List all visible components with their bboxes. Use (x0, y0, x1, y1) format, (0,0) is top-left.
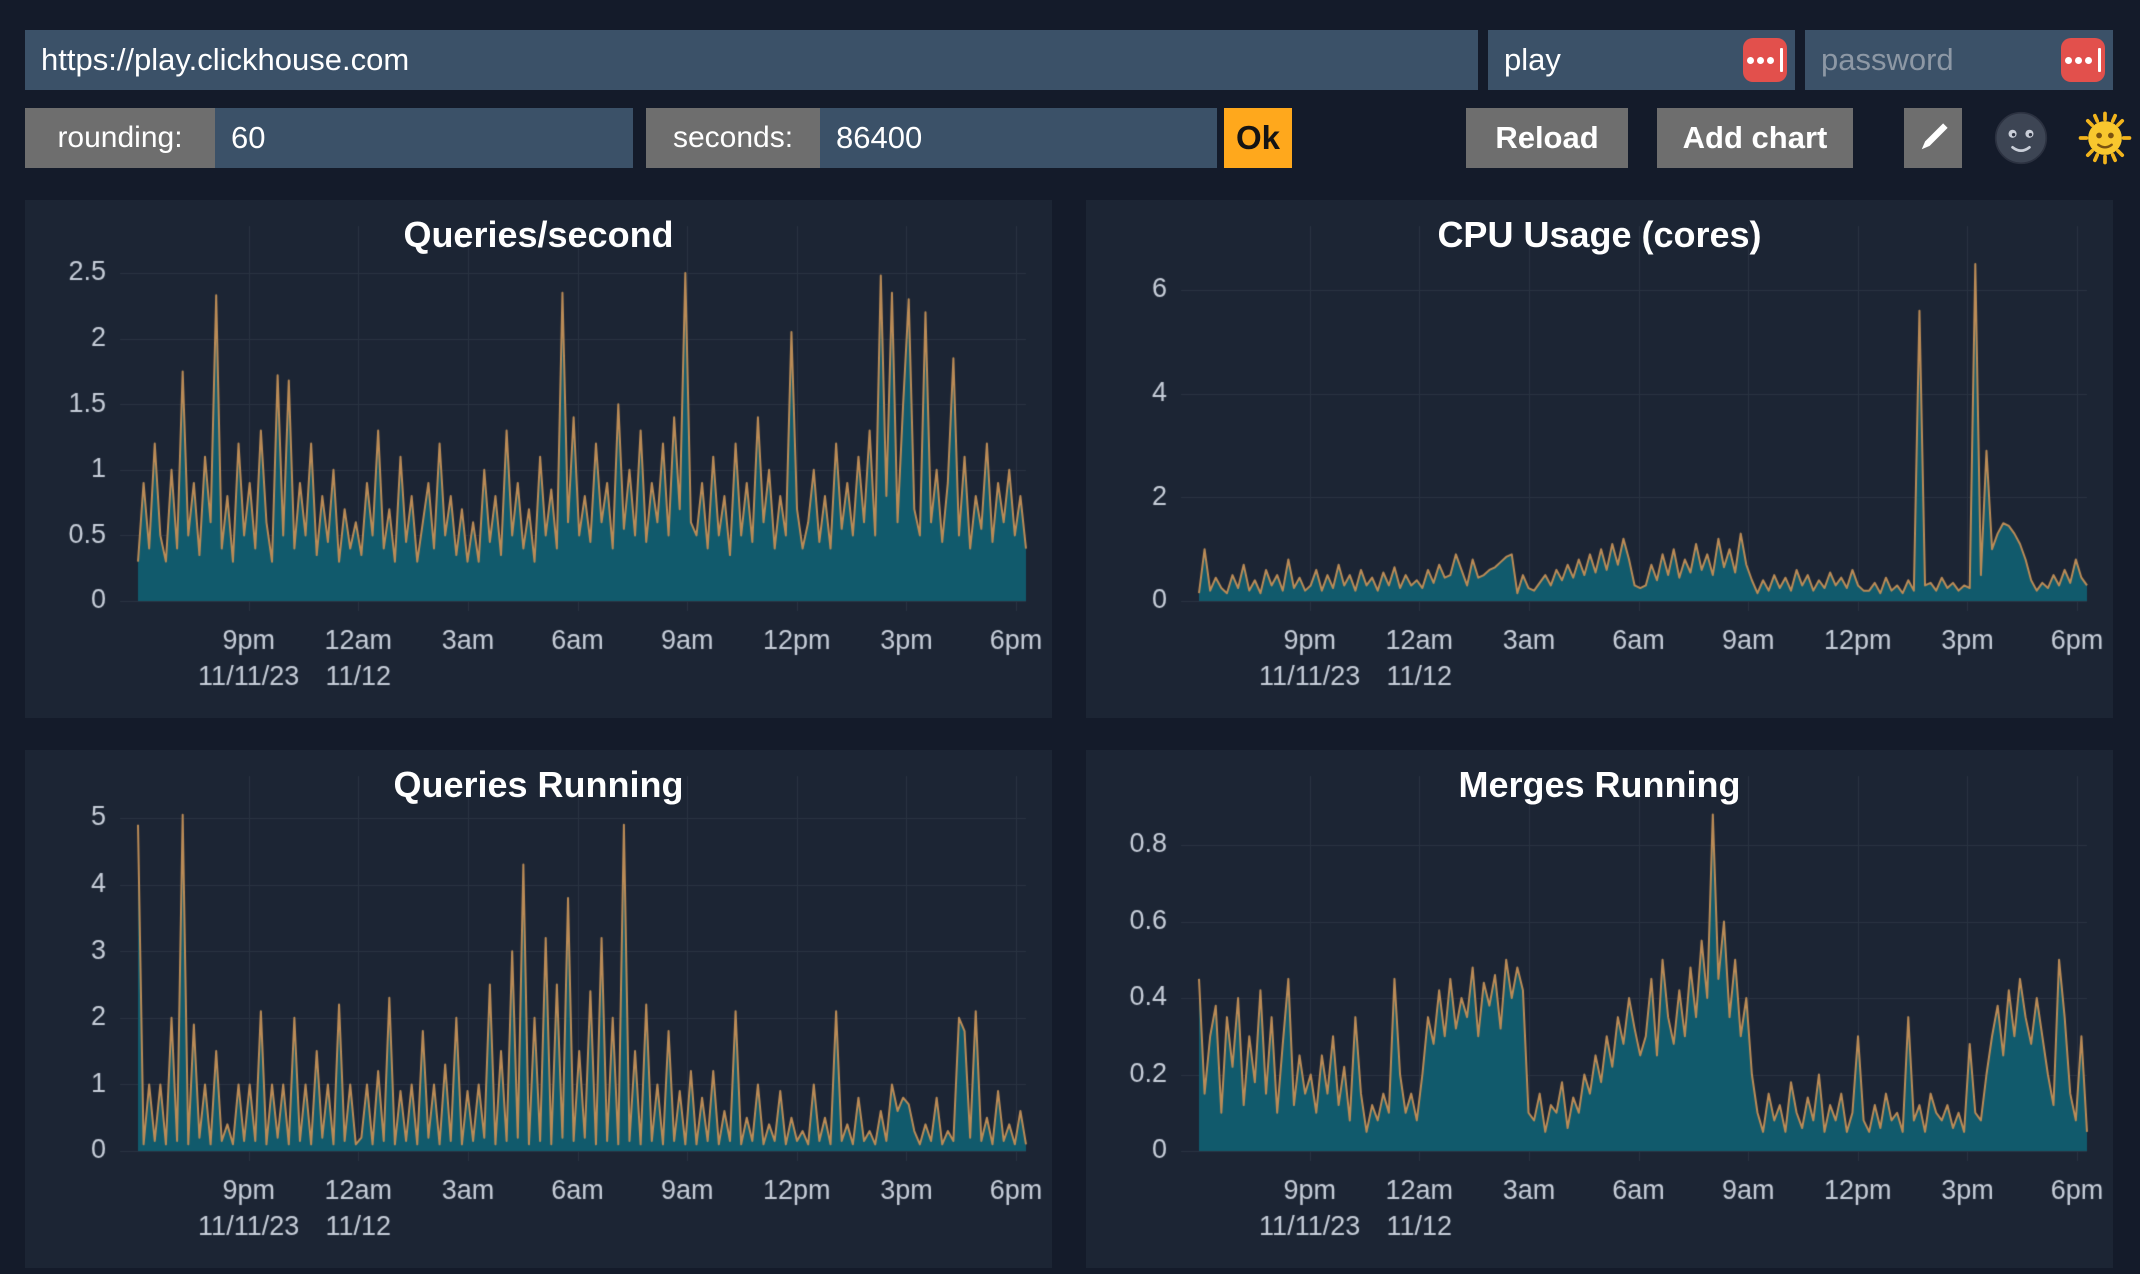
rounding-input[interactable] (215, 108, 633, 168)
edit-button[interactable] (1904, 108, 1962, 168)
chart-panel-queries-per-second: Queries/second (25, 200, 1052, 718)
chart-canvas-queries-per-second[interactable] (25, 200, 1052, 718)
sun-face-icon (2078, 111, 2132, 165)
seconds-label: seconds: (646, 108, 820, 168)
chart-canvas-queries-running[interactable] (25, 750, 1052, 1268)
pencil-icon (1915, 120, 1951, 156)
charts-grid: Queries/second CPU Usage (cores) Queries… (25, 200, 2113, 1268)
seconds-input[interactable] (820, 108, 1217, 168)
chart-panel-cpu-usage: CPU Usage (cores) (1086, 200, 2113, 718)
url-input[interactable] (25, 30, 1478, 90)
rounding-label: rounding: (25, 108, 215, 168)
ok-button[interactable]: Ok (1224, 108, 1292, 168)
moon-face-icon (1994, 111, 2048, 165)
chart-panel-queries-running: Queries Running (25, 750, 1052, 1268)
chart-canvas-merges-running[interactable] (1086, 750, 2113, 1268)
chart-panel-merges-running: Merges Running (1086, 750, 2113, 1268)
light-theme-button[interactable] (2076, 110, 2134, 166)
reload-button[interactable]: Reload (1466, 108, 1628, 168)
password-manager-dots-icon[interactable] (1743, 38, 1787, 82)
clickhouse-dashboard: { "address_bar": { "url_value": "https:/… (0, 0, 2140, 1274)
chart-canvas-cpu-usage[interactable] (1086, 200, 2113, 718)
add-chart-button[interactable]: Add chart (1657, 108, 1853, 168)
dark-theme-button[interactable] (1992, 110, 2050, 166)
password-manager-dots-icon[interactable] (2061, 38, 2105, 82)
